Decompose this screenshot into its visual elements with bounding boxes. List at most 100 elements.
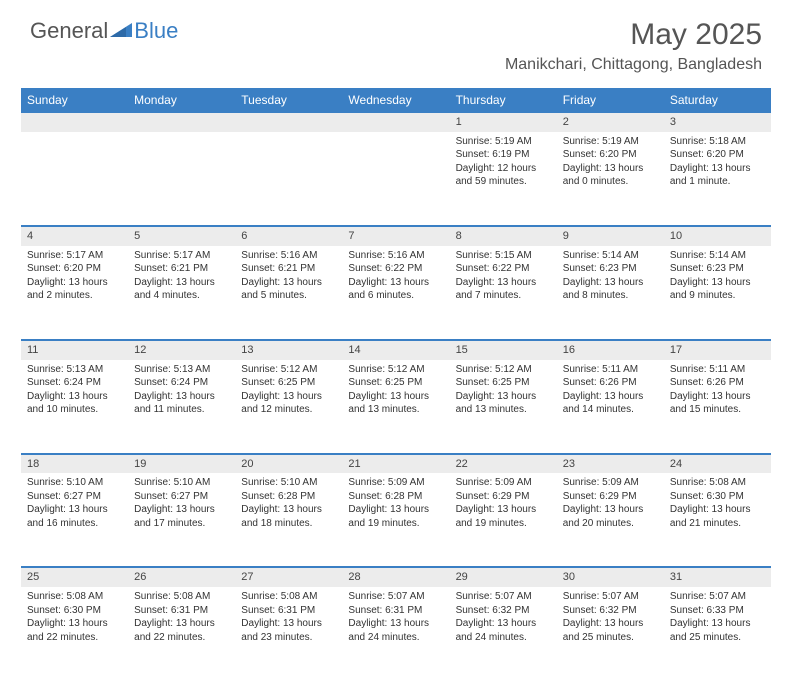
- weekday-header: Wednesday: [342, 89, 449, 113]
- day-detail-line: and 16 minutes.: [27, 517, 122, 531]
- day-content-row: Sunrise: 5:13 AMSunset: 6:24 PMDaylight:…: [21, 360, 771, 454]
- day-detail-line: Sunrise: 5:09 AM: [563, 476, 658, 490]
- day-detail-line: Sunset: 6:28 PM: [348, 490, 443, 504]
- day-number-cell: 25: [21, 567, 128, 587]
- day-detail-line: and 12 minutes.: [241, 403, 336, 417]
- day-number-cell: 23: [557, 454, 664, 474]
- day-detail-line: and 10 minutes.: [27, 403, 122, 417]
- day-number-cell: 31: [664, 567, 771, 587]
- day-detail-line: Sunrise: 5:14 AM: [563, 249, 658, 263]
- day-detail-line: Daylight: 13 hours: [670, 617, 765, 631]
- day-content-cell: Sunrise: 5:15 AMSunset: 6:22 PMDaylight:…: [450, 246, 557, 340]
- day-detail-line: Sunset: 6:29 PM: [456, 490, 551, 504]
- day-detail-line: Sunset: 6:24 PM: [27, 376, 122, 390]
- day-detail-line: Sunset: 6:27 PM: [134, 490, 229, 504]
- day-detail-line: Daylight: 13 hours: [241, 503, 336, 517]
- calendar-body: 123Sunrise: 5:19 AMSunset: 6:19 PMDaylig…: [21, 112, 771, 681]
- day-number-cell: 19: [128, 454, 235, 474]
- day-number-row: 11121314151617: [21, 340, 771, 360]
- day-detail-line: and 5 minutes.: [241, 289, 336, 303]
- day-content-cell: Sunrise: 5:09 AMSunset: 6:29 PMDaylight:…: [557, 473, 664, 567]
- day-detail-line: Sunset: 6:20 PM: [27, 262, 122, 276]
- day-number-cell: 6: [235, 226, 342, 246]
- day-detail-line: Sunrise: 5:14 AM: [670, 249, 765, 263]
- day-content-row: Sunrise: 5:10 AMSunset: 6:27 PMDaylight:…: [21, 473, 771, 567]
- day-detail-line: and 22 minutes.: [27, 631, 122, 645]
- day-number-cell: 13: [235, 340, 342, 360]
- day-detail-line: Sunrise: 5:08 AM: [27, 590, 122, 604]
- day-detail-line: Sunset: 6:21 PM: [134, 262, 229, 276]
- day-detail-line: Sunset: 6:27 PM: [27, 490, 122, 504]
- day-detail-line: Daylight: 13 hours: [27, 503, 122, 517]
- day-number-cell: 14: [342, 340, 449, 360]
- day-number-cell: 15: [450, 340, 557, 360]
- day-detail-line: Sunrise: 5:12 AM: [348, 363, 443, 377]
- month-title: May 2025: [505, 18, 762, 52]
- day-detail-line: Daylight: 13 hours: [563, 503, 658, 517]
- day-number-cell: 2: [557, 112, 664, 132]
- day-detail-line: and 14 minutes.: [563, 403, 658, 417]
- day-detail-line: Sunset: 6:32 PM: [563, 604, 658, 618]
- day-detail-line: Daylight: 13 hours: [348, 276, 443, 290]
- day-detail-line: Sunrise: 5:08 AM: [134, 590, 229, 604]
- day-detail-line: Sunset: 6:22 PM: [456, 262, 551, 276]
- day-detail-line: and 13 minutes.: [348, 403, 443, 417]
- day-detail-line: and 6 minutes.: [348, 289, 443, 303]
- day-number-cell: 30: [557, 567, 664, 587]
- day-detail-line: Sunset: 6:23 PM: [563, 262, 658, 276]
- day-number-cell: 29: [450, 567, 557, 587]
- day-detail-line: Sunset: 6:20 PM: [670, 148, 765, 162]
- day-detail-line: Sunrise: 5:19 AM: [456, 135, 551, 149]
- day-number-cell: 3: [664, 112, 771, 132]
- weekday-header: Saturday: [664, 89, 771, 113]
- day-detail-line: Sunset: 6:24 PM: [134, 376, 229, 390]
- day-detail-line: Daylight: 13 hours: [456, 276, 551, 290]
- brand-text-part1: General: [30, 18, 108, 44]
- day-content-cell: Sunrise: 5:13 AMSunset: 6:24 PMDaylight:…: [21, 360, 128, 454]
- page-header: General Blue May 2025 Manikchari, Chitta…: [0, 0, 792, 80]
- day-detail-line: and 22 minutes.: [134, 631, 229, 645]
- day-detail-line: Daylight: 13 hours: [456, 390, 551, 404]
- day-detail-line: and 25 minutes.: [563, 631, 658, 645]
- day-detail-line: and 24 minutes.: [348, 631, 443, 645]
- day-detail-line: Sunrise: 5:10 AM: [27, 476, 122, 490]
- day-detail-line: and 23 minutes.: [241, 631, 336, 645]
- day-number-cell: 9: [557, 226, 664, 246]
- day-content-cell: Sunrise: 5:16 AMSunset: 6:21 PMDaylight:…: [235, 246, 342, 340]
- day-detail-line: Daylight: 13 hours: [27, 276, 122, 290]
- day-content-cell: Sunrise: 5:19 AMSunset: 6:19 PMDaylight:…: [450, 132, 557, 226]
- day-number-cell: 20: [235, 454, 342, 474]
- location-subtitle: Manikchari, Chittagong, Bangladesh: [505, 56, 762, 74]
- day-detail-line: Daylight: 12 hours: [456, 162, 551, 176]
- day-detail-line: Daylight: 13 hours: [456, 617, 551, 631]
- day-detail-line: and 15 minutes.: [670, 403, 765, 417]
- day-detail-line: Sunset: 6:32 PM: [456, 604, 551, 618]
- day-detail-line: and 0 minutes.: [563, 175, 658, 189]
- brand-logo: General Blue: [30, 18, 178, 44]
- day-detail-line: Sunset: 6:25 PM: [348, 376, 443, 390]
- day-detail-line: Sunrise: 5:15 AM: [456, 249, 551, 263]
- day-content-cell: Sunrise: 5:12 AMSunset: 6:25 PMDaylight:…: [450, 360, 557, 454]
- day-content-cell: Sunrise: 5:08 AMSunset: 6:31 PMDaylight:…: [235, 587, 342, 681]
- day-detail-line: Daylight: 13 hours: [563, 390, 658, 404]
- day-detail-line: Sunrise: 5:09 AM: [456, 476, 551, 490]
- day-detail-line: Sunrise: 5:10 AM: [241, 476, 336, 490]
- day-detail-line: Sunrise: 5:12 AM: [456, 363, 551, 377]
- day-detail-line: Daylight: 13 hours: [348, 617, 443, 631]
- day-number-cell: 11: [21, 340, 128, 360]
- day-detail-line: and 19 minutes.: [348, 517, 443, 531]
- day-content-cell: Sunrise: 5:08 AMSunset: 6:31 PMDaylight:…: [128, 587, 235, 681]
- day-number-row: 25262728293031: [21, 567, 771, 587]
- day-detail-line: and 20 minutes.: [563, 517, 658, 531]
- day-content-cell: Sunrise: 5:12 AMSunset: 6:25 PMDaylight:…: [342, 360, 449, 454]
- day-content-cell: Sunrise: 5:09 AMSunset: 6:28 PMDaylight:…: [342, 473, 449, 567]
- day-detail-line: Daylight: 13 hours: [456, 503, 551, 517]
- day-detail-line: Sunrise: 5:17 AM: [27, 249, 122, 263]
- brand-triangle-icon: [110, 21, 132, 42]
- day-content-cell: Sunrise: 5:10 AMSunset: 6:27 PMDaylight:…: [128, 473, 235, 567]
- day-detail-line: Sunrise: 5:16 AM: [348, 249, 443, 263]
- day-detail-line: Sunset: 6:25 PM: [241, 376, 336, 390]
- day-detail-line: Sunrise: 5:13 AM: [134, 363, 229, 377]
- day-detail-line: and 1 minute.: [670, 175, 765, 189]
- day-detail-line: Sunrise: 5:13 AM: [27, 363, 122, 377]
